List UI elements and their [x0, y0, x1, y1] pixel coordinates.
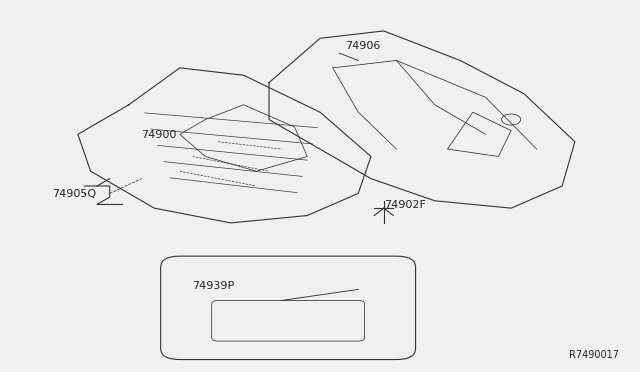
Text: 74939P: 74939P [193, 281, 235, 291]
Text: 74902F: 74902F [384, 200, 426, 210]
Text: 74900: 74900 [141, 130, 177, 140]
Text: 74905Q: 74905Q [52, 189, 97, 199]
Text: R7490017: R7490017 [570, 350, 620, 359]
Text: 74906: 74906 [346, 41, 381, 51]
